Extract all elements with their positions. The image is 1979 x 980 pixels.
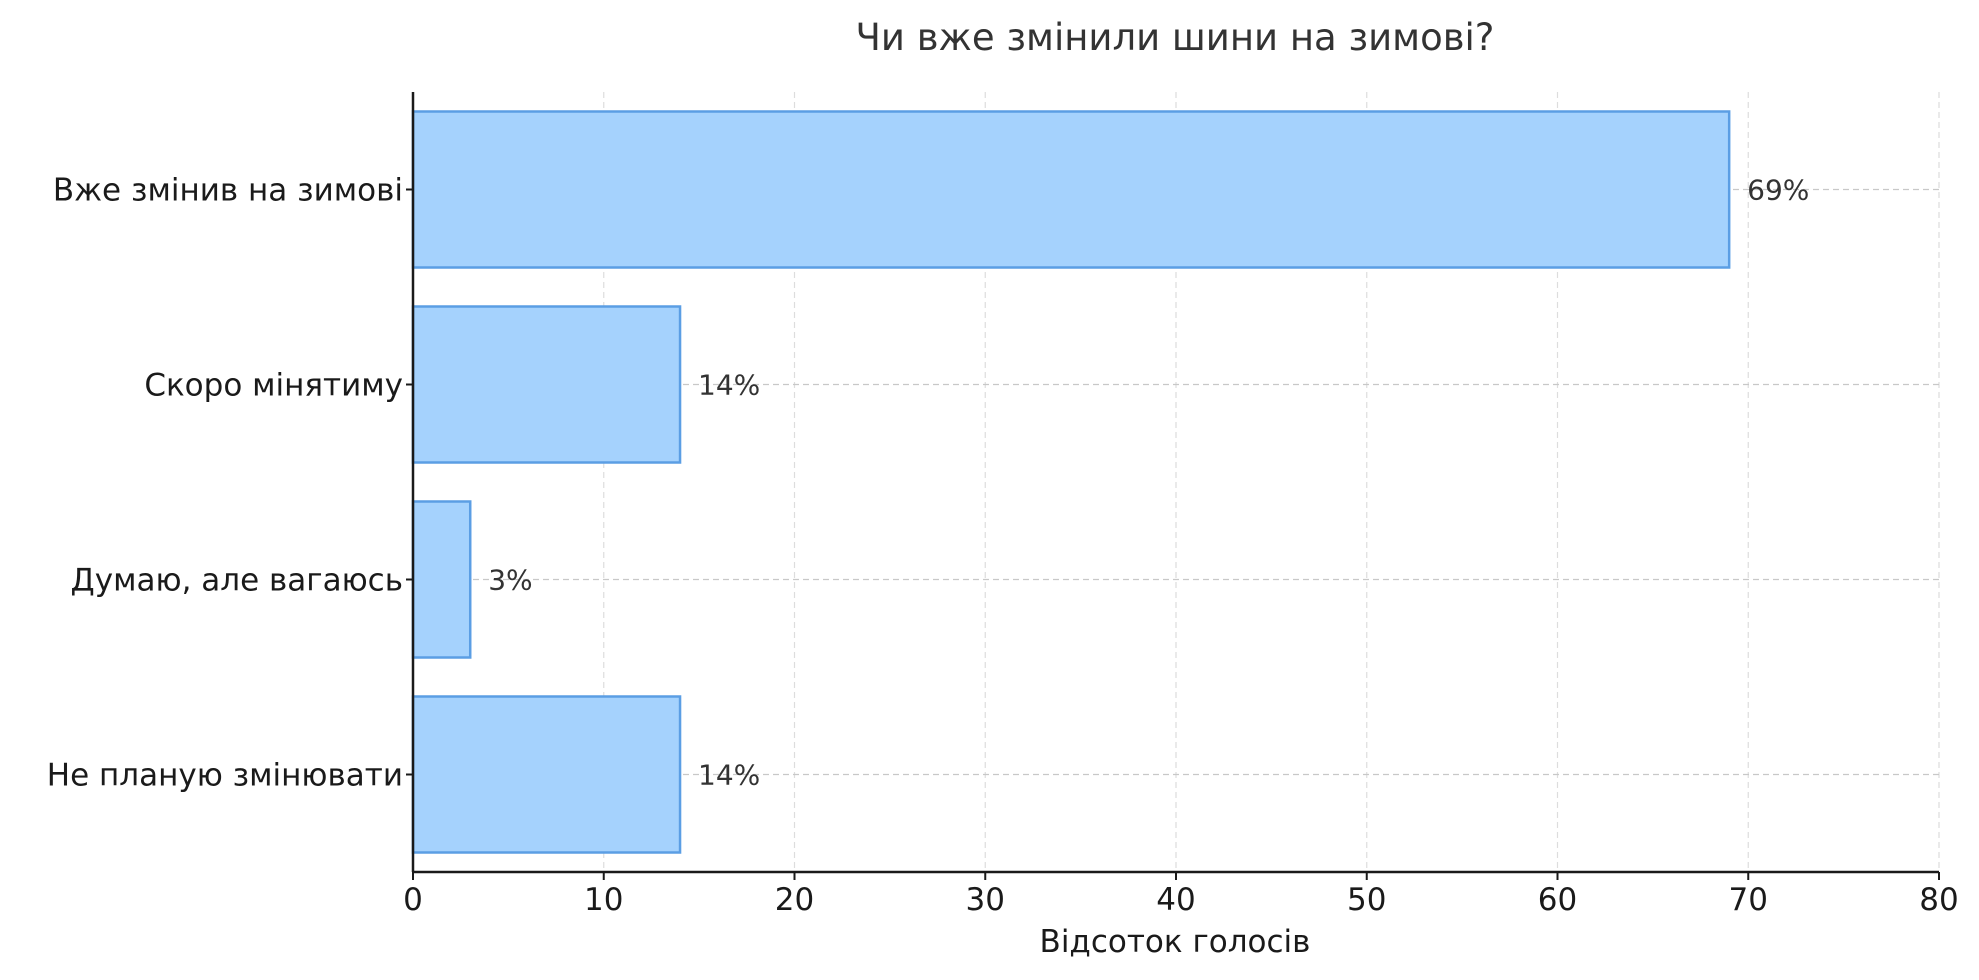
x-tick-label: 10 [584, 882, 623, 918]
x-tick-label: 20 [775, 882, 814, 918]
x-tick-label: 30 [966, 882, 1005, 918]
bar-value-label: 14% [698, 369, 760, 402]
bar-value-label: 69% [1747, 174, 1809, 207]
bar [411, 500, 472, 659]
category-label: Скоро мінятиму [144, 368, 403, 404]
chart-title: Чи вже змінили шини на зимові? [856, 16, 1495, 59]
bar-value-label: 14% [698, 759, 760, 792]
x-axis-title: Відсоток голосів [1040, 924, 1311, 960]
x-tick-label: 60 [1538, 882, 1577, 918]
x-tick-label: 80 [1919, 882, 1958, 918]
bar [411, 110, 1731, 269]
x-tick-label: 50 [1347, 882, 1386, 918]
labels: 69% Вже змінив на зимові 14% Скоро мінятиму… [47, 173, 1810, 794]
bar [411, 305, 682, 464]
x-tick-label: 40 [1156, 882, 1195, 918]
bar [411, 695, 682, 854]
axes: 0 10 20 30 40 50 60 70 80 [403, 92, 1959, 918]
category-label: Вже змінив на зимові [53, 173, 403, 209]
category-label: Думаю, але вагаюсь [71, 563, 403, 599]
bars [411, 110, 1731, 854]
x-tick-label: 0 [403, 882, 423, 918]
category-label: Не планую змінювати [47, 758, 403, 794]
bar-value-label: 3% [488, 564, 532, 597]
x-tick-label: 70 [1729, 882, 1768, 918]
